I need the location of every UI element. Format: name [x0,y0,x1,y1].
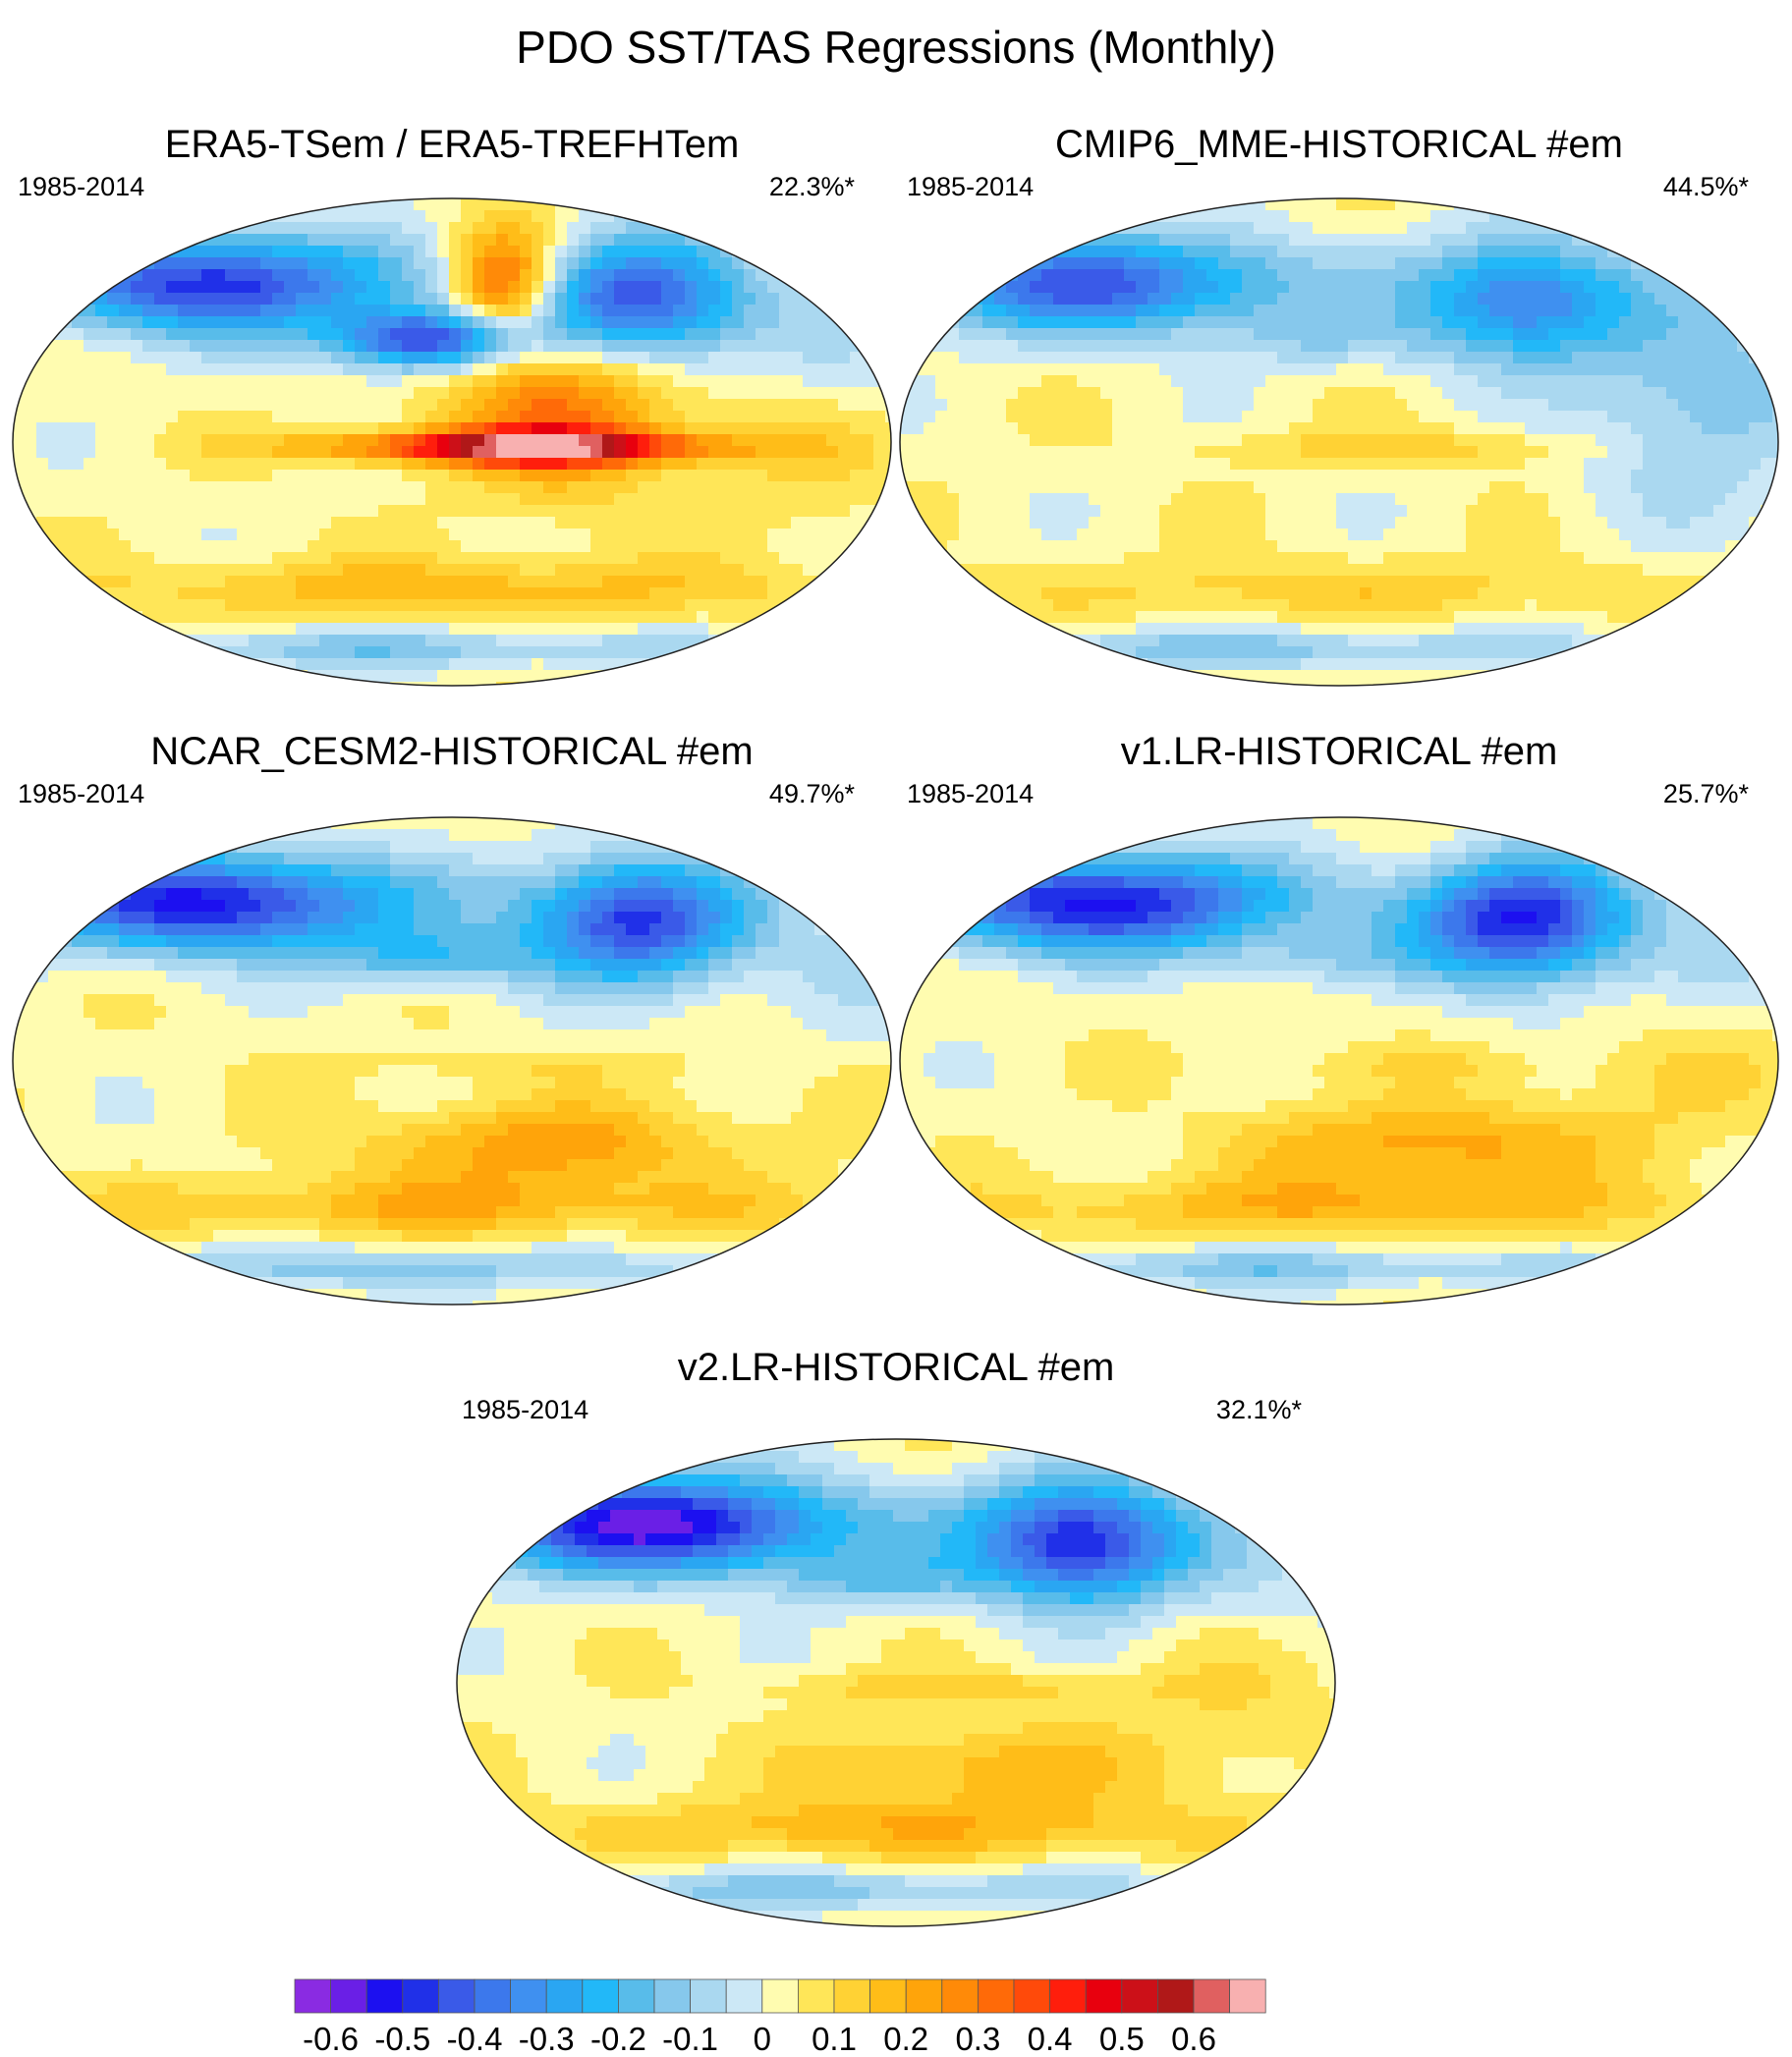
map-field [900,817,1778,1305]
colorbar-tick-label: -0.2 [590,2021,646,2057]
colorbar-tick-label: -0.1 [662,2021,718,2057]
colorbar-swatch [582,1978,619,2014]
panel-period: 1985-2014 [18,779,144,808]
colorbar-swatch [725,1978,763,2014]
colorbar-swatch [1229,1978,1266,2014]
colorbar-swatch [1121,1978,1158,2014]
map-outline [456,1438,1336,1927]
panel-title: v2.LR-HISTORICAL #em [678,1346,1115,1389]
colorbar-tick-label: -0.6 [303,2021,359,2057]
colorbar-swatch [402,1978,439,2014]
colorbar-tick-label: 0 [754,2021,771,2057]
map-outline [899,197,1779,687]
colorbar-swatch [798,1978,835,2014]
colorbar-swatch [1157,1978,1195,2014]
colorbar-swatch [1013,1978,1050,2014]
colorbar-tick-label: 0.1 [812,2021,857,2057]
panel-title: v1.LR-HISTORICAL #em [1121,730,1558,773]
panel-period: 1985-2014 [907,779,1034,808]
map-outline [12,816,892,1306]
colorbar: -0.6 -0.5 -0.4 -0.3 -0.2 -0.1 0 0.1 0.2 0.3 0.4 0.5… [294,1978,1266,2057]
panel-variance-explained: 44.5%* [1663,172,1750,201]
colorbar-tick-label: 0.3 [955,2021,1000,2057]
colorbar-tick-label: 0.5 [1099,2021,1145,2057]
map-panel: ERA5-TSem / ERA5-TREFHTem 1985-2014 22.3%* [12,123,892,687]
colorbar-swatch [618,1978,655,2014]
colorbar-tick-label: 0.6 [1171,2021,1216,2057]
colorbar-swatch [437,1978,476,2014]
colorbar-swatch [941,1978,979,2014]
colorbar-swatch [978,1978,1015,2014]
colorbar-swatch [653,1978,691,2014]
colorbar-swatch [545,1978,584,2014]
panel-variance-explained: 22.3%* [769,172,856,201]
panel-period: 1985-2014 [18,172,144,201]
colorbar-tick-label: -0.3 [519,2021,575,2057]
panel-title: ERA5-TSem / ERA5-TREFHTem [165,123,740,166]
map-panels: ERA5-TSem / ERA5-TREFHTem 1985-2014 22.3%*… [12,123,1779,1927]
colorbar-swatch [510,1978,547,2014]
colorbar-swatch [474,1978,511,2014]
map-outline [12,197,892,687]
colorbar-swatch [330,1978,367,2014]
panel-variance-explained: 49.7%* [769,779,856,808]
panel-period: 1985-2014 [462,1395,588,1424]
colorbar-swatch [869,1978,907,2014]
colorbar-swatch [905,1978,943,2014]
map-field [900,198,1778,686]
colorbar-tick-label: -0.4 [447,2021,503,2057]
panel-period: 1985-2014 [907,172,1034,201]
colorbar-swatch [833,1978,870,2014]
colorbar-swatch [365,1978,404,2014]
colorbar-swatch [690,1978,727,2014]
colorbar-tick-label: 0.2 [883,2021,928,2057]
figure-title: PDO SST/TAS Regressions (Monthly) [516,22,1276,73]
map-field [13,198,891,686]
map-panel: v2.LR-HISTORICAL #em 1985-2014 32.1%* [456,1346,1336,1927]
colorbar-swatch [1085,1978,1123,2014]
colorbar-swatch [294,1978,331,2014]
map-panel: v1.LR-HISTORICAL #em 1985-2014 25.7%* [899,730,1779,1306]
map-outline [899,816,1779,1306]
map-panel: CMIP6_MME-HISTORICAL #em 1985-2014 44.5%* [899,123,1779,687]
colorbar-swatch [1193,1978,1230,2014]
map-field [13,817,891,1305]
colorbar-tick-label: 0.4 [1028,2021,1073,2057]
map-field [457,1439,1335,1926]
colorbar-swatch [1049,1978,1087,2014]
panel-variance-explained: 25.7%* [1663,779,1750,808]
colorbar-swatch [761,1978,799,2014]
panel-title: CMIP6_MME-HISTORICAL #em [1055,123,1623,166]
colorbar-tick-label: -0.5 [374,2021,430,2057]
panel-variance-explained: 32.1%* [1216,1395,1303,1424]
panel-title: NCAR_CESM2-HISTORICAL #em [150,730,753,773]
